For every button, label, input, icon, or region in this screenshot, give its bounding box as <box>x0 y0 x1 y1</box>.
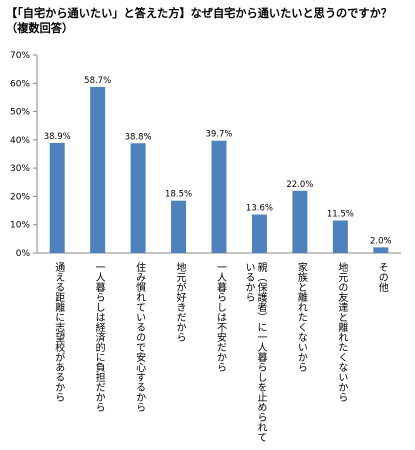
chart-title-line1: 【「自宅から通いたい」と答えた方】なぜ自宅から通いたいと思うのですか？ <box>6 7 392 20</box>
chart-title: 【「自宅から通いたい」と答えた方】なぜ自宅から通いたいと思うのですか？ （複数回… <box>6 6 411 36</box>
bar <box>251 214 267 253</box>
data-label: 38.9% <box>44 132 71 142</box>
x-category-label-line: いるから <box>243 262 255 302</box>
x-category-label: その他 <box>376 262 388 293</box>
bar <box>332 220 348 253</box>
x-category-label-line: 家族と離れたくないから <box>295 261 307 372</box>
x-category-label: 通える距離に志望校があるから <box>53 262 65 402</box>
x-category-label-line: 通える距離に志望校があるから <box>53 262 65 402</box>
x-category-label: 住み慣れているので安心するから <box>134 261 146 412</box>
data-label: 2.0% <box>370 236 392 246</box>
x-category-label-line: 一人暮らしは経済的に負担だから <box>93 262 105 412</box>
y-tick-label: 0% <box>16 249 31 259</box>
x-category-label-line: 一人暮らしは不安だから <box>215 262 227 372</box>
y-tick-label: 10% <box>10 221 30 231</box>
x-category-label-line: 地元の友達と離れたくないから <box>336 261 348 402</box>
bar <box>49 142 65 253</box>
x-category-label: 一人暮らしは不安だから <box>215 262 227 372</box>
chart-title-line2: （複数回答） <box>6 22 74 35</box>
y-tick-label: 40% <box>10 136 30 146</box>
bar <box>90 86 106 253</box>
bar <box>373 247 389 253</box>
data-label: 38.8% <box>125 132 152 142</box>
x-category-label: 地元の友達と離れたくないから <box>336 261 348 402</box>
x-category-label-line: 親（保護者）に一人暮らしを止められて <box>255 261 267 442</box>
x-category-label-line: 地元が好きだから <box>174 261 186 342</box>
x-category-label: 家族と離れたくないから <box>295 261 307 372</box>
bar <box>211 140 227 253</box>
x-category-label: 一人暮らしは経済的に負担だから <box>93 262 105 412</box>
x-category-label-line: 住み慣れているので安心するから <box>134 261 146 412</box>
bar <box>292 190 308 253</box>
data-label: 58.7% <box>84 76 111 86</box>
bar <box>130 143 146 253</box>
data-label: 22.0% <box>286 180 313 190</box>
y-tick-label: 50% <box>10 108 30 118</box>
data-label: 11.5% <box>327 209 354 219</box>
x-category-label-line: その他 <box>376 262 388 293</box>
data-label: 39.7% <box>205 130 232 140</box>
y-tick-label: 20% <box>10 192 30 202</box>
y-tick-label: 60% <box>10 79 30 89</box>
y-tick-label: 70% <box>10 51 30 61</box>
data-label: 18.5% <box>165 190 192 200</box>
bar <box>171 200 187 253</box>
x-category-label: 地元が好きだから <box>174 261 186 342</box>
data-label: 13.6% <box>246 204 273 214</box>
y-tick-label: 30% <box>10 164 30 174</box>
